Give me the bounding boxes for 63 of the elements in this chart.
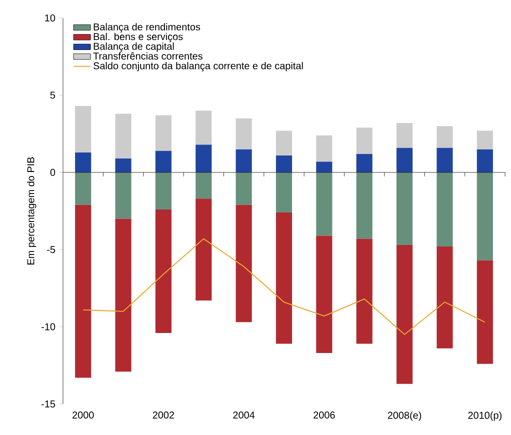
bar [436, 246, 453, 348]
bar [356, 238, 372, 344]
legend-label: Bal. bens e serviços [94, 32, 183, 42]
bar [396, 172, 413, 245]
y-tick-label: -10 [42, 323, 56, 330]
y-axis-title: Em percentagem do PIB [26, 157, 36, 264]
bar [196, 198, 212, 301]
bar [356, 172, 372, 239]
bar [75, 106, 92, 152]
bar [436, 148, 453, 172]
bar [396, 244, 413, 384]
bar [236, 118, 252, 150]
bar [476, 260, 493, 364]
bar [236, 204, 252, 322]
bar [236, 172, 252, 205]
x-tick-label: 2006 [314, 412, 335, 419]
bar [196, 144, 212, 172]
legend-label: Saldo conjunto da balança corrente e de capital [93, 62, 303, 72]
legend-label: Balança de rendimentos [94, 23, 200, 32]
bar [236, 149, 252, 172]
bar [396, 122, 413, 148]
legend-label: Transferências correntes [93, 52, 202, 60]
bar [316, 236, 332, 354]
bar [115, 114, 132, 158]
bar [155, 150, 172, 172]
bar [276, 130, 292, 156]
y-tick-label: -5 [47, 246, 56, 254]
bar [356, 128, 372, 154]
bar [75, 172, 92, 205]
bar [396, 148, 413, 172]
bar [276, 155, 292, 172]
x-tick-label: 2002 [152, 412, 174, 419]
bar [476, 149, 493, 172]
bar [196, 110, 212, 145]
bar [115, 158, 132, 172]
bar [436, 126, 453, 148]
bar [476, 172, 493, 260]
bar [356, 154, 372, 172]
bar [316, 135, 332, 162]
bar [75, 204, 92, 378]
x-tick-label: 2000 [72, 412, 94, 419]
x-tick-label: 2008(e) [388, 412, 422, 421]
bar [75, 152, 92, 172]
y-tick-label: 10 [45, 14, 56, 22]
legend-label: Balança de capital [94, 42, 174, 52]
line-series [82, 238, 486, 336]
bar [436, 172, 453, 247]
bar [155, 209, 172, 333]
bar [155, 172, 172, 210]
bar [115, 172, 132, 219]
x-tick-label: 2010(p) [468, 412, 502, 421]
y-tick-label: 0 [50, 168, 56, 176]
bar [316, 172, 332, 236]
bar [115, 218, 132, 372]
bar [276, 172, 292, 213]
bar [155, 115, 172, 151]
bar [476, 130, 493, 150]
y-tick-label: -15 [42, 400, 56, 408]
bar [316, 162, 332, 172]
y-tick-label: 5 [50, 92, 56, 99]
bar [276, 212, 292, 344]
bar [196, 172, 212, 199]
x-tick-label: 2004 [233, 412, 255, 419]
